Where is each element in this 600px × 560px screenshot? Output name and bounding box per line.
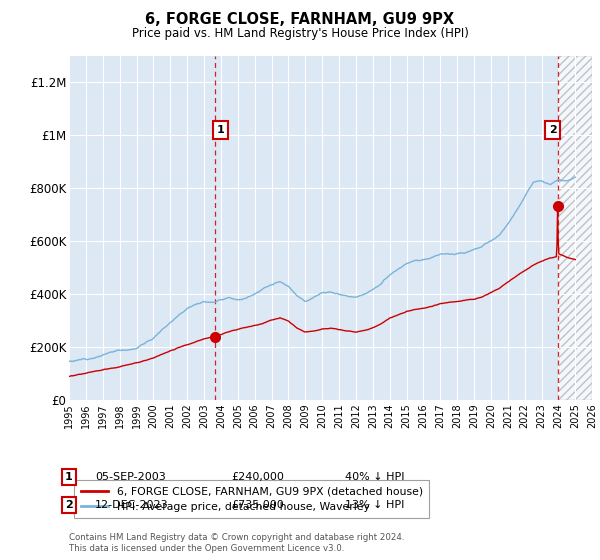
Text: 40% ↓ HPI: 40% ↓ HPI bbox=[345, 472, 404, 482]
Text: 13% ↓ HPI: 13% ↓ HPI bbox=[345, 500, 404, 510]
Text: 05-SEP-2003: 05-SEP-2003 bbox=[95, 472, 166, 482]
Text: 2: 2 bbox=[65, 500, 73, 510]
Legend: 6, FORGE CLOSE, FARNHAM, GU9 9PX (detached house), HPI: Average price, detached : 6, FORGE CLOSE, FARNHAM, GU9 9PX (detach… bbox=[74, 480, 429, 518]
Text: 12-DEC-2023: 12-DEC-2023 bbox=[95, 500, 169, 510]
Text: 1: 1 bbox=[65, 472, 73, 482]
Text: Contains HM Land Registry data © Crown copyright and database right 2024.
This d: Contains HM Land Registry data © Crown c… bbox=[69, 533, 404, 553]
Text: £240,000: £240,000 bbox=[231, 472, 284, 482]
Text: £735,000: £735,000 bbox=[231, 500, 284, 510]
Text: 1: 1 bbox=[217, 125, 224, 135]
Text: 6, FORGE CLOSE, FARNHAM, GU9 9PX: 6, FORGE CLOSE, FARNHAM, GU9 9PX bbox=[145, 12, 455, 27]
Bar bbox=[559, 56, 592, 400]
Text: 2: 2 bbox=[548, 125, 556, 135]
Bar bbox=[559, 56, 592, 400]
Text: Price paid vs. HM Land Registry's House Price Index (HPI): Price paid vs. HM Land Registry's House … bbox=[131, 27, 469, 40]
